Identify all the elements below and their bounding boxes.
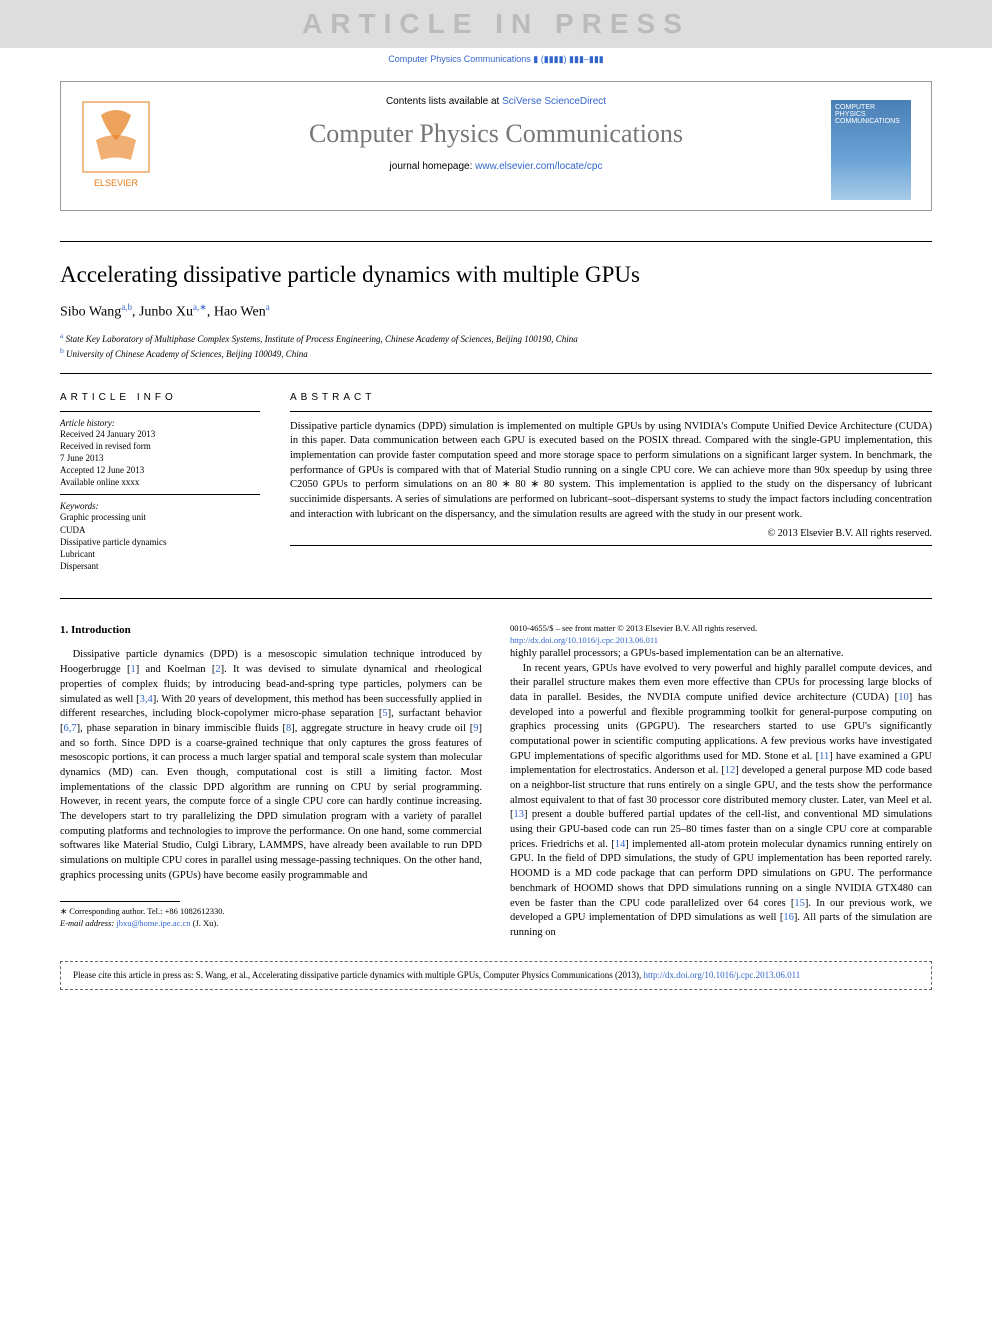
- article-info-column: ARTICLE INFO Article history: Received 2…: [60, 392, 260, 572]
- footnote-separator: [60, 901, 180, 902]
- citation-box: Please cite this article in press as: S.…: [60, 961, 932, 991]
- abstract-head: ABSTRACT: [290, 392, 932, 403]
- article-title: Accelerating dissipative particle dynami…: [60, 262, 932, 288]
- citation-doi-link[interactable]: http://dx.doi.org/10.1016/j.cpc.2013.06.…: [644, 970, 801, 980]
- body-paragraph: In recent years, GPUs have evolved to ve…: [510, 662, 932, 941]
- journal-homepage-link[interactable]: www.elsevier.com/locate/cpc: [475, 161, 602, 172]
- citation-link[interactable]: 1: [130, 664, 135, 675]
- citation-link[interactable]: 15: [794, 898, 805, 909]
- doi-link[interactable]: http://dx.doi.org/10.1016/j.cpc.2013.06.…: [510, 635, 658, 645]
- keywords-label: Keywords:: [60, 501, 260, 511]
- corresponding-email-link[interactable]: jbxu@home.ipe.ac.cn: [116, 918, 190, 928]
- rule: [60, 598, 932, 599]
- body-text: 1. Introduction Dissipative particle dyn…: [60, 623, 932, 941]
- rule: [60, 241, 932, 242]
- body-paragraph: Dissipative particle dynamics (DPD) is a…: [60, 648, 482, 883]
- citation-link[interactable]: 10: [898, 692, 909, 703]
- article-info-head: ARTICLE INFO: [60, 392, 260, 403]
- body-paragraph: highly parallel processors; a GPUs-based…: [510, 647, 932, 662]
- doi-block: 0010-4655/$ – see front matter © 2013 El…: [510, 623, 932, 647]
- elsevier-logo: ELSEVIER: [81, 100, 151, 190]
- affiliation: b University of Chinese Academy of Scien…: [60, 346, 932, 359]
- article-in-press-banner: ARTICLE IN PRESS: [0, 0, 992, 48]
- contents-list-line: Contents lists available at SciVerse Sci…: [191, 96, 801, 107]
- section-heading-intro: 1. Introduction: [60, 623, 482, 638]
- citation-link[interactable]: 16: [783, 912, 794, 923]
- journal-cover-thumbnail: COMPUTER PHYSICS COMMUNICATIONS: [831, 100, 911, 200]
- citation-link[interactable]: 11: [819, 751, 829, 762]
- citation-link[interactable]: 12: [725, 765, 736, 776]
- citation-link[interactable]: 9: [473, 723, 478, 734]
- citation-link[interactable]: 2: [215, 664, 220, 675]
- keywords-text: Graphic processing unit CUDA Dissipative…: [60, 511, 260, 572]
- journal-header: ELSEVIER COMPUTER PHYSICS COMMUNICATIONS…: [60, 81, 932, 211]
- journal-homepage-line: journal homepage: www.elsevier.com/locat…: [191, 161, 801, 172]
- citation-link[interactable]: 13: [514, 809, 525, 820]
- affiliation: a State Key Laboratory of Multiphase Com…: [60, 331, 932, 344]
- history-text: Received 24 January 2013 Received in rev…: [60, 428, 260, 489]
- svg-text:ELSEVIER: ELSEVIER: [94, 178, 139, 188]
- corresponding-author-footnote: ∗ Corresponding author. Tel.: +86 108261…: [60, 906, 482, 928]
- history-label: Article history:: [60, 418, 260, 428]
- author-list: Sibo Wanga,b, Junbo Xua,∗, Hao Wena: [60, 302, 932, 321]
- abstract-text: Dissipative particle dynamics (DPD) simu…: [290, 420, 932, 523]
- citation-link[interactable]: 14: [615, 839, 626, 850]
- citation-link[interactable]: 5: [382, 708, 387, 719]
- citation-link[interactable]: 8: [286, 723, 291, 734]
- reference-line: Computer Physics Communications ▮ (▮▮▮▮)…: [0, 48, 992, 71]
- citation-link[interactable]: 6,7: [64, 723, 77, 734]
- sciencedirect-link[interactable]: SciVerse ScienceDirect: [502, 96, 606, 107]
- journal-name: Computer Physics Communications: [191, 119, 801, 149]
- citation-link[interactable]: 3,4: [140, 694, 153, 705]
- abstract-copyright: © 2013 Elsevier B.V. All rights reserved…: [290, 528, 932, 539]
- rule: [60, 373, 932, 374]
- abstract-column: ABSTRACT Dissipative particle dynamics (…: [290, 392, 932, 572]
